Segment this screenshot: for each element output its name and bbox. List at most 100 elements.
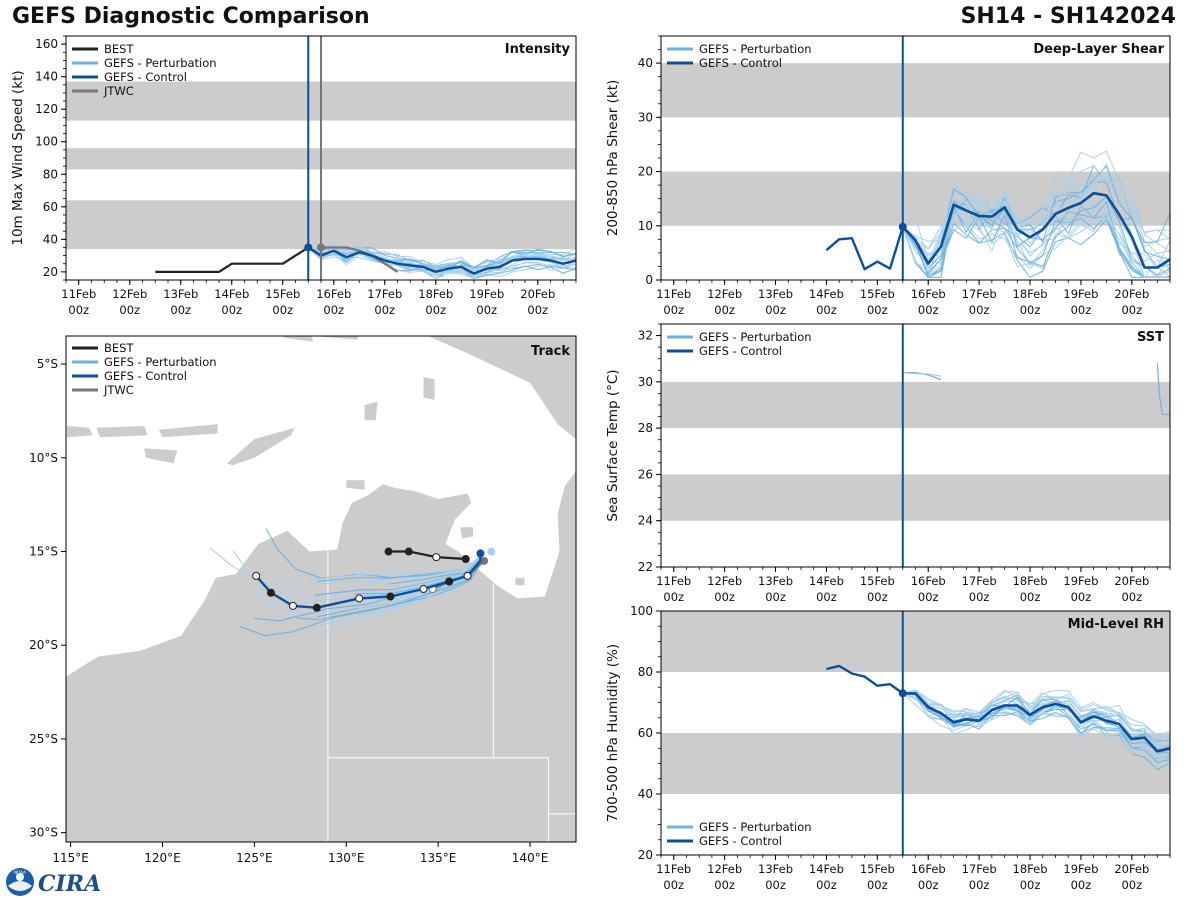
rh-y-tick-label: 80 xyxy=(638,665,653,679)
best-track-line xyxy=(388,550,466,561)
sst-perturbation-line xyxy=(1162,397,1170,404)
nt-qld-border xyxy=(492,583,549,842)
track-perturbation-line xyxy=(265,553,481,606)
intensity-perturbation-line xyxy=(307,247,576,269)
intensity-x-tick-sub: 00z xyxy=(425,303,446,317)
rh-x-tick-label: 18Feb xyxy=(1013,862,1048,876)
rh-x-tick-label: 13Feb xyxy=(758,862,793,876)
intensity-x-tick-sub: 00z xyxy=(170,303,191,317)
sst-x-tick-label: 12Feb xyxy=(707,574,742,588)
shear-chart: 0 10 20 30 40 11Feb 00z 12Feb 00z 13Feb 00z 14Feb 00… xyxy=(605,35,1171,317)
intensity-x-tick-sub: 00z xyxy=(374,303,395,317)
intensity-y-tick-label: 80 xyxy=(43,167,58,181)
sst-x-tick-label: 18Feb xyxy=(1013,574,1048,588)
sst-y-tick-label: 32 xyxy=(638,329,653,343)
track-x-tick-label: 140°E xyxy=(512,851,549,865)
rh-perturbation-line xyxy=(902,692,1170,754)
tanimbar-land xyxy=(364,401,378,421)
shear-x-tick-label: 11Feb xyxy=(656,287,691,301)
sst-y-tick-label: 26 xyxy=(638,467,653,481)
jtwc-track-point xyxy=(480,556,489,565)
intensity-best-line xyxy=(155,246,309,273)
intensity-x-tick-label: 20Feb xyxy=(520,287,555,301)
buru-land xyxy=(283,336,314,342)
sst-perturbation-line xyxy=(902,372,942,377)
seram-land xyxy=(313,336,359,340)
intensity-y-axis-label: 10m Max Wind Speed (kt) xyxy=(10,70,26,245)
control-track-point xyxy=(288,601,297,610)
rh-x-tick-label: 12Feb xyxy=(707,862,742,876)
rh-x-tick-label: 11Feb xyxy=(656,862,691,876)
rh-y-tick-label: 60 xyxy=(638,726,653,740)
rh-perturbation-line xyxy=(902,691,1170,766)
intensity-panel-title: Intensity xyxy=(505,42,571,57)
sst-x-tick-sub: 00z xyxy=(1020,590,1041,604)
control-track-point xyxy=(266,588,275,597)
noaa-cira-logo: NOAA CIRA xyxy=(6,868,101,897)
track-x-tick-label: 125°E xyxy=(236,851,273,865)
best-track-point xyxy=(432,553,441,562)
control-track-point xyxy=(445,577,454,586)
sst-x-tick-label: 11Feb xyxy=(656,574,691,588)
shear-x-tick-label: 20Feb xyxy=(1114,287,1149,301)
sumba-land xyxy=(144,448,178,464)
timor-land xyxy=(226,427,295,466)
rh-x-tick-label: 19Feb xyxy=(1063,862,1098,876)
sst-x-tick-label: 19Feb xyxy=(1063,574,1098,588)
rh-x-tick-sub: 00z xyxy=(714,878,735,892)
shear-perturbation-line xyxy=(902,214,1170,278)
sst-band xyxy=(661,474,1170,521)
shear-perturbation-line xyxy=(902,150,1170,266)
shear-x-tick-label: 14Feb xyxy=(809,287,844,301)
rh-control-history-line xyxy=(826,664,904,695)
intensity-x-tick-label: 14Feb xyxy=(214,287,249,301)
sst-chart: 22 24 26 28 30 32 11Feb 00z 12Feb 00z 13Feb 00z 14Fe… xyxy=(605,323,1171,604)
sst-x-tick-label: 15Feb xyxy=(860,574,895,588)
shear-legend-entry: GEFS - Perturbation xyxy=(699,42,812,56)
rh-x-tick-sub: 00z xyxy=(1071,878,1092,892)
rh-x-tick-sub: 00z xyxy=(969,878,990,892)
intensity-x-tick-label: 15Feb xyxy=(265,287,300,301)
track-x-tick-label: 120°E xyxy=(144,851,181,865)
shear-x-tick-sub: 00z xyxy=(867,303,888,317)
intensity-legend-entry: GEFS - Control xyxy=(104,70,187,84)
shear-x-tick-sub: 00z xyxy=(1121,303,1142,317)
sst-y-tick-label: 22 xyxy=(638,560,653,574)
control-track-point xyxy=(463,571,472,580)
rh-x-tick-sub: 00z xyxy=(765,878,786,892)
sst-plot-area xyxy=(661,363,1170,521)
australia-land xyxy=(66,470,576,842)
best-track-point xyxy=(461,555,470,564)
track-y-tick-label: 15°S xyxy=(29,545,58,559)
shear-x-tick-label: 19Feb xyxy=(1063,287,1098,301)
rh-y-tick-label: 20 xyxy=(638,848,653,862)
mornington-island-land xyxy=(515,577,525,586)
track-y-tick-label: 10°S xyxy=(29,451,58,465)
intensity-y-tick-label: 20 xyxy=(43,265,58,279)
track-panel-title: Track xyxy=(531,344,570,359)
rh-init-marker xyxy=(898,689,907,698)
sst-x-tick-sub: 00z xyxy=(765,590,786,604)
sst-x-tick-label: 17Feb xyxy=(962,574,997,588)
intensity-x-tick-sub: 00z xyxy=(272,303,293,317)
shear-x-tick-sub: 00z xyxy=(816,303,837,317)
sst-x-tick-sub: 00z xyxy=(714,590,735,604)
shear-x-tick-sub: 00z xyxy=(918,303,939,317)
rh-band xyxy=(661,611,1170,672)
best-track-point xyxy=(384,547,393,556)
track-x-tick-label: 135°E xyxy=(420,851,457,865)
shear-perturbation-line xyxy=(902,163,1170,258)
track-perturbation-line xyxy=(332,553,481,600)
rh-legend-entry: GEFS - Perturbation xyxy=(699,820,812,834)
control-track-point xyxy=(312,603,321,612)
sst-legend-entry: GEFS - Control xyxy=(699,344,782,358)
track-legend-entry: BEST xyxy=(104,341,134,355)
aru-land xyxy=(423,377,435,400)
sumbawa-land xyxy=(96,426,148,438)
cira-logo-text: CIRA xyxy=(38,871,101,897)
shear-x-tick-label: 13Feb xyxy=(758,287,793,301)
shear-x-tick-sub: 00z xyxy=(714,303,735,317)
control-track-start xyxy=(476,549,485,558)
